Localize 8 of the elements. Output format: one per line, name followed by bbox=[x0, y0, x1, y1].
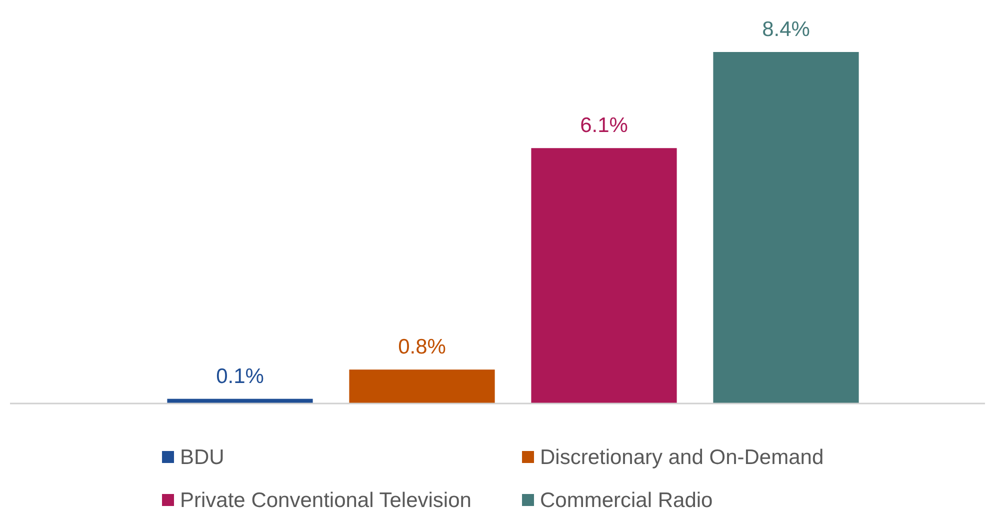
legend-label: BDU bbox=[180, 446, 224, 469]
data-label: 8.4% bbox=[762, 18, 810, 41]
legend-label: Private Conventional Television bbox=[180, 489, 472, 510]
data-label: 0.1% bbox=[216, 364, 264, 388]
data-label: 6.1% bbox=[580, 114, 628, 138]
legend-label: Commercial Radio bbox=[540, 489, 713, 510]
data-label: 0.8% bbox=[398, 336, 446, 359]
legend-label: Discretionary and On-Demand bbox=[540, 446, 824, 469]
